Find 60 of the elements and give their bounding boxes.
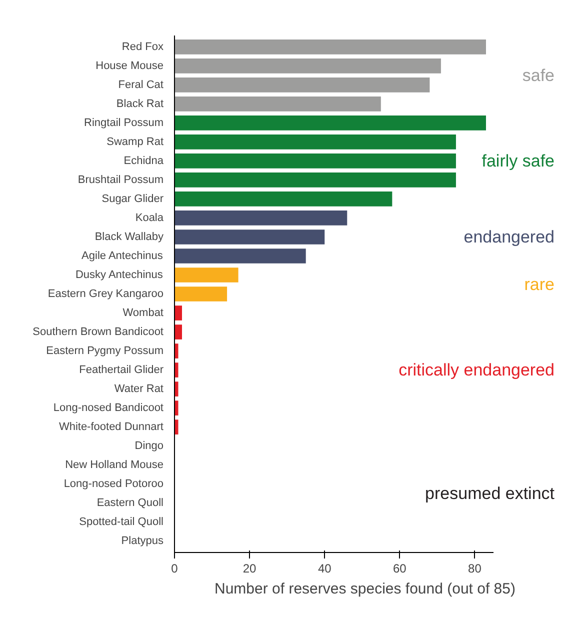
y-tick-label: Koala (135, 212, 164, 224)
y-tick-label: Sugar Glider (102, 192, 164, 205)
bar (174, 382, 178, 396)
bar (174, 344, 178, 358)
x-tick-label: 0 (171, 562, 178, 576)
bar (174, 96, 381, 112)
y-tick-label: Long-nosed Potoroo (64, 478, 164, 490)
legend-label: presumed extinct (425, 484, 555, 504)
y-tick-label: Black Wallaby (94, 230, 164, 243)
bar (174, 230, 325, 244)
bar (174, 324, 182, 340)
bar (174, 362, 178, 378)
bar (174, 400, 178, 416)
x-axis-title: Number of reserves species found (out of 85) (214, 580, 516, 598)
y-tick-label: Spotted-tail Quoll (79, 516, 164, 528)
y-tick-label: Wombat (122, 307, 164, 320)
y-tick-label: Black Rat (116, 98, 164, 110)
x-tick-label: 80 (468, 562, 482, 576)
y-tick-label: Echidna (124, 154, 164, 167)
y-tick-label: Feathertail Glider (79, 364, 164, 376)
bar (174, 210, 348, 226)
y-tick-label: House Mouse (96, 60, 164, 72)
bar (174, 78, 430, 92)
bar (174, 306, 182, 320)
y-tick-label: Dingo (134, 440, 164, 452)
bar (174, 134, 456, 150)
y-tick-label: Eastern Grey Kangaroo (48, 288, 164, 300)
bar (174, 39, 486, 54)
bar (174, 286, 228, 302)
y-tick-label: Eastern Quoll (96, 497, 164, 510)
bar (174, 420, 178, 434)
bar (174, 154, 456, 168)
y-tick-label: Brushtail Possum (78, 174, 164, 186)
y-tick-label: New Holland Mouse (65, 459, 164, 472)
text: safe (522, 66, 555, 85)
bar (174, 192, 392, 206)
x-tick-label: 60 (393, 562, 407, 576)
y-tick-label: Eastern Pygmy Possum (46, 345, 164, 358)
y-tick-label: Agile Antechinus (82, 250, 164, 262)
y-tick-label: Southern Brown Bandicoot (32, 326, 164, 338)
y-tick-label: Water Rat (114, 383, 164, 396)
series-label: fairly safe (482, 151, 554, 170)
y-tick-label: Long-nosed Bandicoot (53, 402, 164, 414)
y-tick-label: Dusky Antechinus (75, 268, 164, 281)
y-tick-label: Red Fox (122, 40, 164, 53)
y-tick-label: Ringtail Possum (84, 116, 164, 129)
bar (174, 268, 238, 282)
text: rare (524, 274, 555, 294)
y-tick-label: White-footed Dunnart (58, 421, 164, 434)
bar (174, 116, 486, 130)
x-tick-label: 40 (318, 562, 332, 576)
y-tick-label: Platypus (121, 535, 164, 548)
y-tick-label: Swamp Rat (106, 136, 164, 148)
text: critically endangered (398, 360, 554, 380)
text: endangered (464, 227, 555, 246)
y-tick-label: Feral Cat (118, 78, 164, 91)
x-tick-label: 20 (242, 562, 257, 576)
bar (174, 172, 456, 188)
bar (174, 248, 306, 264)
bar (174, 58, 441, 74)
